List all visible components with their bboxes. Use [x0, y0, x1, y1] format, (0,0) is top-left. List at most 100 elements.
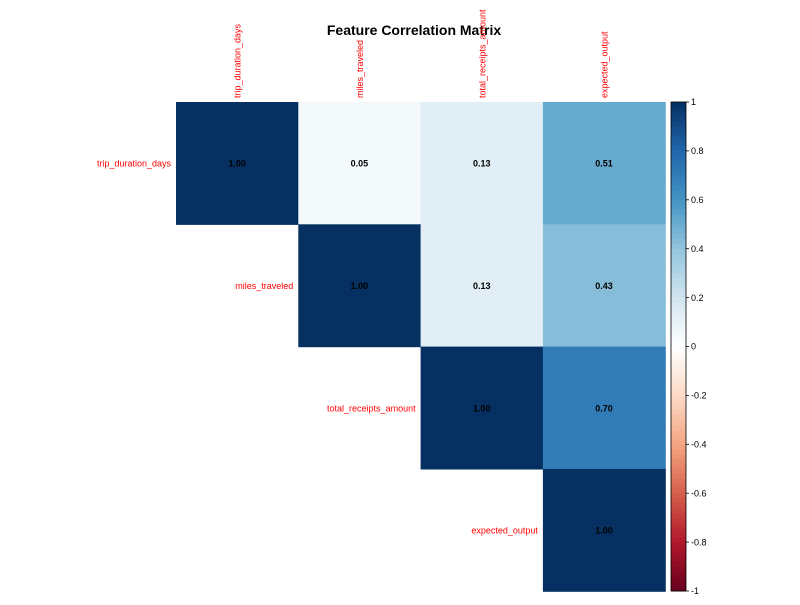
colorbar-segment — [671, 390, 686, 396]
cell-value-label: 1.00 — [351, 281, 369, 291]
colorbar-segment — [671, 454, 686, 460]
colorbar-segment — [671, 468, 686, 475]
row-labels: trip_duration_days miles_traveled total_re… — [97, 159, 538, 536]
colorbar-segment — [671, 204, 686, 211]
colorbar-segment — [671, 522, 686, 528]
colorbar-segment — [671, 282, 686, 289]
colorbar-tick-label: -0.8 — [691, 537, 707, 547]
colorbar-segment — [671, 380, 686, 387]
colorbar-segment — [671, 287, 686, 294]
colorbar-segment — [671, 410, 686, 416]
column-label: total_receipts_amount — [477, 9, 487, 98]
colorbar-segment — [671, 512, 686, 519]
colorbar-segment — [671, 576, 686, 582]
colorbar-tick-label: -0.6 — [691, 488, 707, 498]
colorbar-tick-label: -0.2 — [691, 391, 707, 401]
column-label: expected_output — [600, 31, 610, 98]
colorbar-segment — [671, 561, 686, 568]
colorbar-tick-label: 1 — [691, 97, 696, 107]
cell-value-label: 0.13 — [473, 281, 491, 291]
colorbar-segment — [671, 141, 686, 147]
colorbar-segment — [671, 312, 686, 318]
colorbar-segment — [671, 317, 686, 323]
colorbar-segment — [671, 566, 686, 572]
cell-value-label: 1.00 — [595, 526, 613, 536]
colorbar-segment — [671, 419, 686, 426]
colorbar-segment — [671, 414, 686, 421]
colorbar-segment — [671, 224, 686, 230]
colorbar-segment — [671, 273, 686, 279]
colorbar-segment — [671, 356, 686, 362]
matrix-cell — [542, 468, 666, 592]
colorbar-segment — [671, 185, 686, 191]
colorbar-segment — [671, 517, 686, 524]
colorbar-segment — [671, 424, 686, 431]
colorbar-segment — [671, 532, 686, 538]
colorbar-segment — [671, 248, 686, 255]
colorbar-segment — [671, 385, 686, 392]
colorbar-segment — [671, 556, 686, 563]
colorbar-segment — [671, 483, 686, 489]
colorbar-segment — [671, 243, 686, 250]
colorbar-segment — [671, 278, 686, 284]
colorbar-segment — [671, 214, 686, 220]
cell-value-label: 0.05 — [351, 159, 369, 169]
colorbar: -1 -0.8 -0.6 -0.4 -0.2 0 0.2 0.4 0.6 0.8 1 — [670, 97, 707, 596]
row-label: trip_duration_days — [97, 159, 172, 169]
chart-title: Feature Correlation Matrix — [327, 22, 501, 38]
colorbar-segment — [671, 302, 686, 308]
colorbar-segment — [671, 175, 686, 181]
colorbar-segment — [671, 121, 686, 127]
colorbar-segment — [671, 434, 686, 440]
cell-value-label: 0.51 — [595, 159, 613, 169]
colorbar-segment — [671, 146, 686, 152]
matrix-cell — [542, 102, 666, 225]
colorbar-segment — [671, 488, 686, 494]
colorbar-segment — [671, 351, 686, 357]
cell-value-label: 0.13 — [473, 159, 491, 169]
colorbar-tick-label: 0.6 — [691, 195, 704, 205]
colorbar-segment — [671, 370, 686, 377]
matrix-cell — [176, 102, 299, 225]
colorbar-segment — [671, 160, 686, 167]
colorbar-tick-label: 0.4 — [691, 244, 704, 254]
colorbar-segment — [671, 199, 686, 206]
colorbar-segment — [671, 150, 686, 157]
colorbar-segment — [671, 336, 686, 343]
colorbar-segment — [671, 498, 686, 504]
matrix-cell — [420, 346, 544, 470]
colorbar-segment — [671, 405, 686, 411]
colorbar-segment — [671, 268, 686, 274]
colorbar-segment — [671, 542, 686, 548]
colorbar-segment — [671, 297, 686, 303]
colorbar-segment — [671, 551, 686, 558]
row-label: miles_traveled — [235, 281, 293, 291]
row-label: expected_output — [471, 526, 538, 536]
colorbar-segment — [671, 292, 686, 299]
colorbar-segment — [671, 473, 686, 480]
colorbar-segment — [671, 170, 686, 176]
colorbar-tick-label: -1 — [691, 586, 699, 596]
colorbar-segment — [671, 366, 686, 372]
colorbar-segment — [671, 449, 686, 455]
colorbar-segment — [671, 111, 686, 118]
colorbar-segment — [671, 346, 686, 352]
colorbar-segment — [671, 190, 686, 196]
cell-value-label: 0.43 — [595, 281, 613, 291]
colorbar-segment — [671, 322, 686, 328]
cell-value-label: 1.00 — [473, 403, 491, 413]
colorbar-segment — [671, 307, 686, 313]
colorbar-segment — [671, 238, 686, 245]
colorbar-tick-label: 0.2 — [691, 293, 704, 303]
column-label: miles_traveled — [355, 40, 365, 98]
colorbar-segment — [671, 331, 686, 338]
matrix-cells: 1.00 0.05 0.13 0.51 1.00 0.13 0.43 1.00 0.70 1.00 — [176, 102, 666, 592]
colorbar-segment — [671, 463, 686, 470]
matrix-cell — [420, 224, 544, 348]
colorbar-segment — [671, 537, 686, 543]
colorbar-tick-label: -0.4 — [691, 440, 707, 450]
colorbar-segment — [671, 326, 686, 333]
colorbar-segment — [671, 180, 686, 186]
colorbar-tick-label: 0.8 — [691, 146, 704, 156]
